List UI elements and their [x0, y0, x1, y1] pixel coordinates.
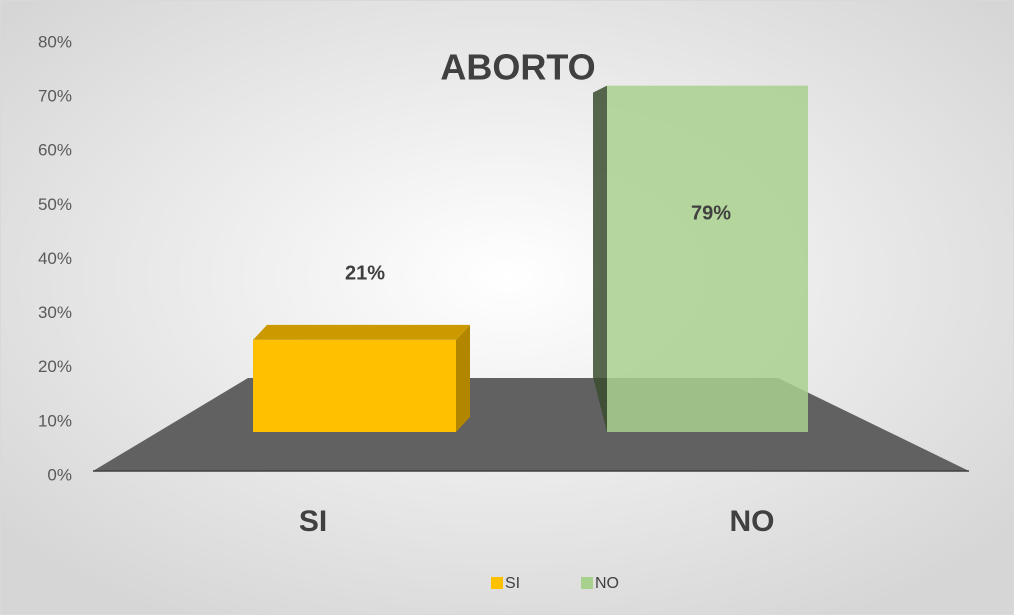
y-tick-label: 20% — [38, 357, 72, 376]
bar-side — [593, 85, 607, 433]
chart-title: ABORTO — [440, 47, 595, 88]
y-tick-label: 0% — [47, 465, 72, 484]
y-tick-label: 70% — [38, 87, 72, 106]
legend-swatch — [491, 577, 503, 589]
x-tick-label: SI — [299, 505, 327, 538]
y-tick-label: 10% — [38, 411, 72, 430]
bar-top — [253, 324, 470, 340]
bar — [253, 339, 456, 432]
data-label: 21% — [345, 262, 385, 284]
x-tick-label: NO — [730, 505, 775, 538]
y-tick-label: 50% — [38, 195, 72, 214]
y-tick-label: 40% — [38, 249, 72, 268]
data-label: 79% — [691, 202, 731, 224]
bar-side — [456, 324, 470, 432]
y-tick-label: 60% — [38, 141, 72, 160]
legend-label: NO — [595, 575, 619, 592]
bar — [607, 85, 808, 433]
y-tick-label: 80% — [38, 32, 72, 51]
legend-label: SI — [505, 575, 520, 592]
legend-swatch — [581, 577, 593, 589]
y-tick-label: 30% — [38, 303, 72, 322]
